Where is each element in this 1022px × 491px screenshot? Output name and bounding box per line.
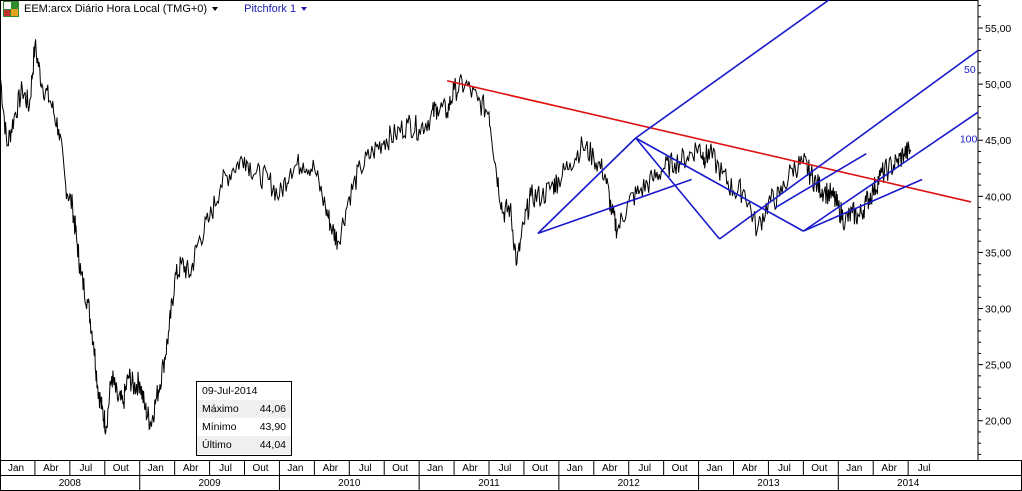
- year-axis: [0, 475, 1022, 491]
- pitchfork-level-label: 50: [964, 64, 976, 76]
- chevron-down-icon[interactable]: [301, 7, 308, 12]
- month-label: Out: [113, 463, 129, 474]
- pitchfork-line: [635, 0, 831, 139]
- month-label: Jul: [778, 463, 791, 474]
- pitchfork-line: [635, 137, 804, 232]
- year-label: 2013: [757, 478, 780, 489]
- y-tick-label: 55,00: [985, 23, 1011, 35]
- y-tick-label: 35,00: [985, 247, 1011, 259]
- tooltip-row: Máximo 44,06: [197, 400, 291, 418]
- month-label: Out: [672, 463, 688, 474]
- tooltip-value: 44,04: [259, 439, 286, 451]
- month-label: Abr: [881, 463, 897, 474]
- tooltip-row: Último 44,04: [197, 436, 291, 454]
- month-label: Out: [811, 463, 827, 474]
- pitchfork-level-label: 100: [960, 133, 978, 145]
- month-label: Abr: [602, 463, 618, 474]
- study-selector[interactable]: Pitchfork 1: [244, 3, 308, 15]
- tooltip-label: Máximo: [202, 403, 239, 415]
- y-tick-label: 40,00: [985, 191, 1011, 203]
- month-label: Abr: [43, 463, 59, 474]
- pitchfork-line: [537, 137, 637, 234]
- y-tick-label: 25,00: [985, 360, 1011, 372]
- price-line: [0, 39, 912, 436]
- trend-line: [446, 80, 972, 203]
- month-label: Out: [532, 463, 548, 474]
- y-tick-label: 30,00: [985, 304, 1011, 316]
- year-label: 2008: [59, 478, 82, 489]
- year-label: 2010: [338, 478, 361, 489]
- pitchfork-line: [537, 178, 692, 235]
- tooltip-row: Mínimo 43,90: [197, 418, 291, 436]
- symbol-label: EEM:arcx Diário Hora Local (TMG+0): [24, 3, 208, 15]
- data-tooltip: 09-Jul-2014 Máximo 44,06 Mínimo 43,90 Úl…: [196, 381, 292, 456]
- chart-header: EEM:arcx Diário Hora Local (TMG+0) Pitch…: [24, 2, 308, 16]
- year-label: 2009: [198, 478, 221, 489]
- month-label: Abr: [323, 463, 339, 474]
- month-label: Jan: [567, 463, 583, 474]
- plot-area: [0, 0, 979, 461]
- month-label: Out: [392, 463, 408, 474]
- month-label: Jan: [287, 463, 303, 474]
- app-logo-icon: [3, 1, 19, 17]
- month-label: Out: [252, 463, 268, 474]
- month-label: Jan: [427, 463, 443, 474]
- month-label: Jan: [148, 463, 164, 474]
- symbol-selector[interactable]: EEM:arcx Diário Hora Local (TMG+0): [24, 3, 219, 15]
- pitchfork-line: [635, 137, 721, 240]
- pitchfork-line: [775, 153, 867, 209]
- month-label: Jan: [8, 463, 24, 474]
- pitchfork-line: [802, 111, 979, 232]
- month-label: Jan: [846, 463, 862, 474]
- pitchfork-line: [803, 178, 923, 232]
- month-label: Jul: [918, 463, 931, 474]
- tooltip-label: Último: [202, 439, 232, 451]
- month-label: Abr: [462, 463, 478, 474]
- month-label: Jul: [638, 463, 651, 474]
- study-label: Pitchfork 1: [244, 3, 297, 15]
- month-label: Abr: [183, 463, 199, 474]
- pitchfork-line: [719, 49, 979, 240]
- chevron-down-icon[interactable]: [212, 7, 219, 12]
- month-label: Jan: [707, 463, 723, 474]
- month-label: Jul: [359, 463, 372, 474]
- year-label: 2014: [897, 478, 920, 489]
- year-label: 2012: [618, 478, 641, 489]
- month-label: Abr: [742, 463, 758, 474]
- month-label: Jul: [499, 463, 512, 474]
- tooltip-label: Mínimo: [202, 421, 237, 433]
- y-tick-label: 20,00: [985, 416, 1011, 428]
- tooltip-value: 44,06: [259, 403, 286, 415]
- tooltip-date: 09-Jul-2014: [202, 385, 258, 397]
- year-label: 2011: [478, 478, 500, 489]
- pitchfork-level-label: 0: [933, 0, 939, 3]
- y-tick-label: 50,00: [985, 79, 1011, 91]
- tooltip-value: 43,90: [259, 421, 286, 433]
- month-label: Jul: [219, 463, 232, 474]
- y-tick-label: 45,00: [985, 135, 1011, 147]
- month-label: Jul: [79, 463, 92, 474]
